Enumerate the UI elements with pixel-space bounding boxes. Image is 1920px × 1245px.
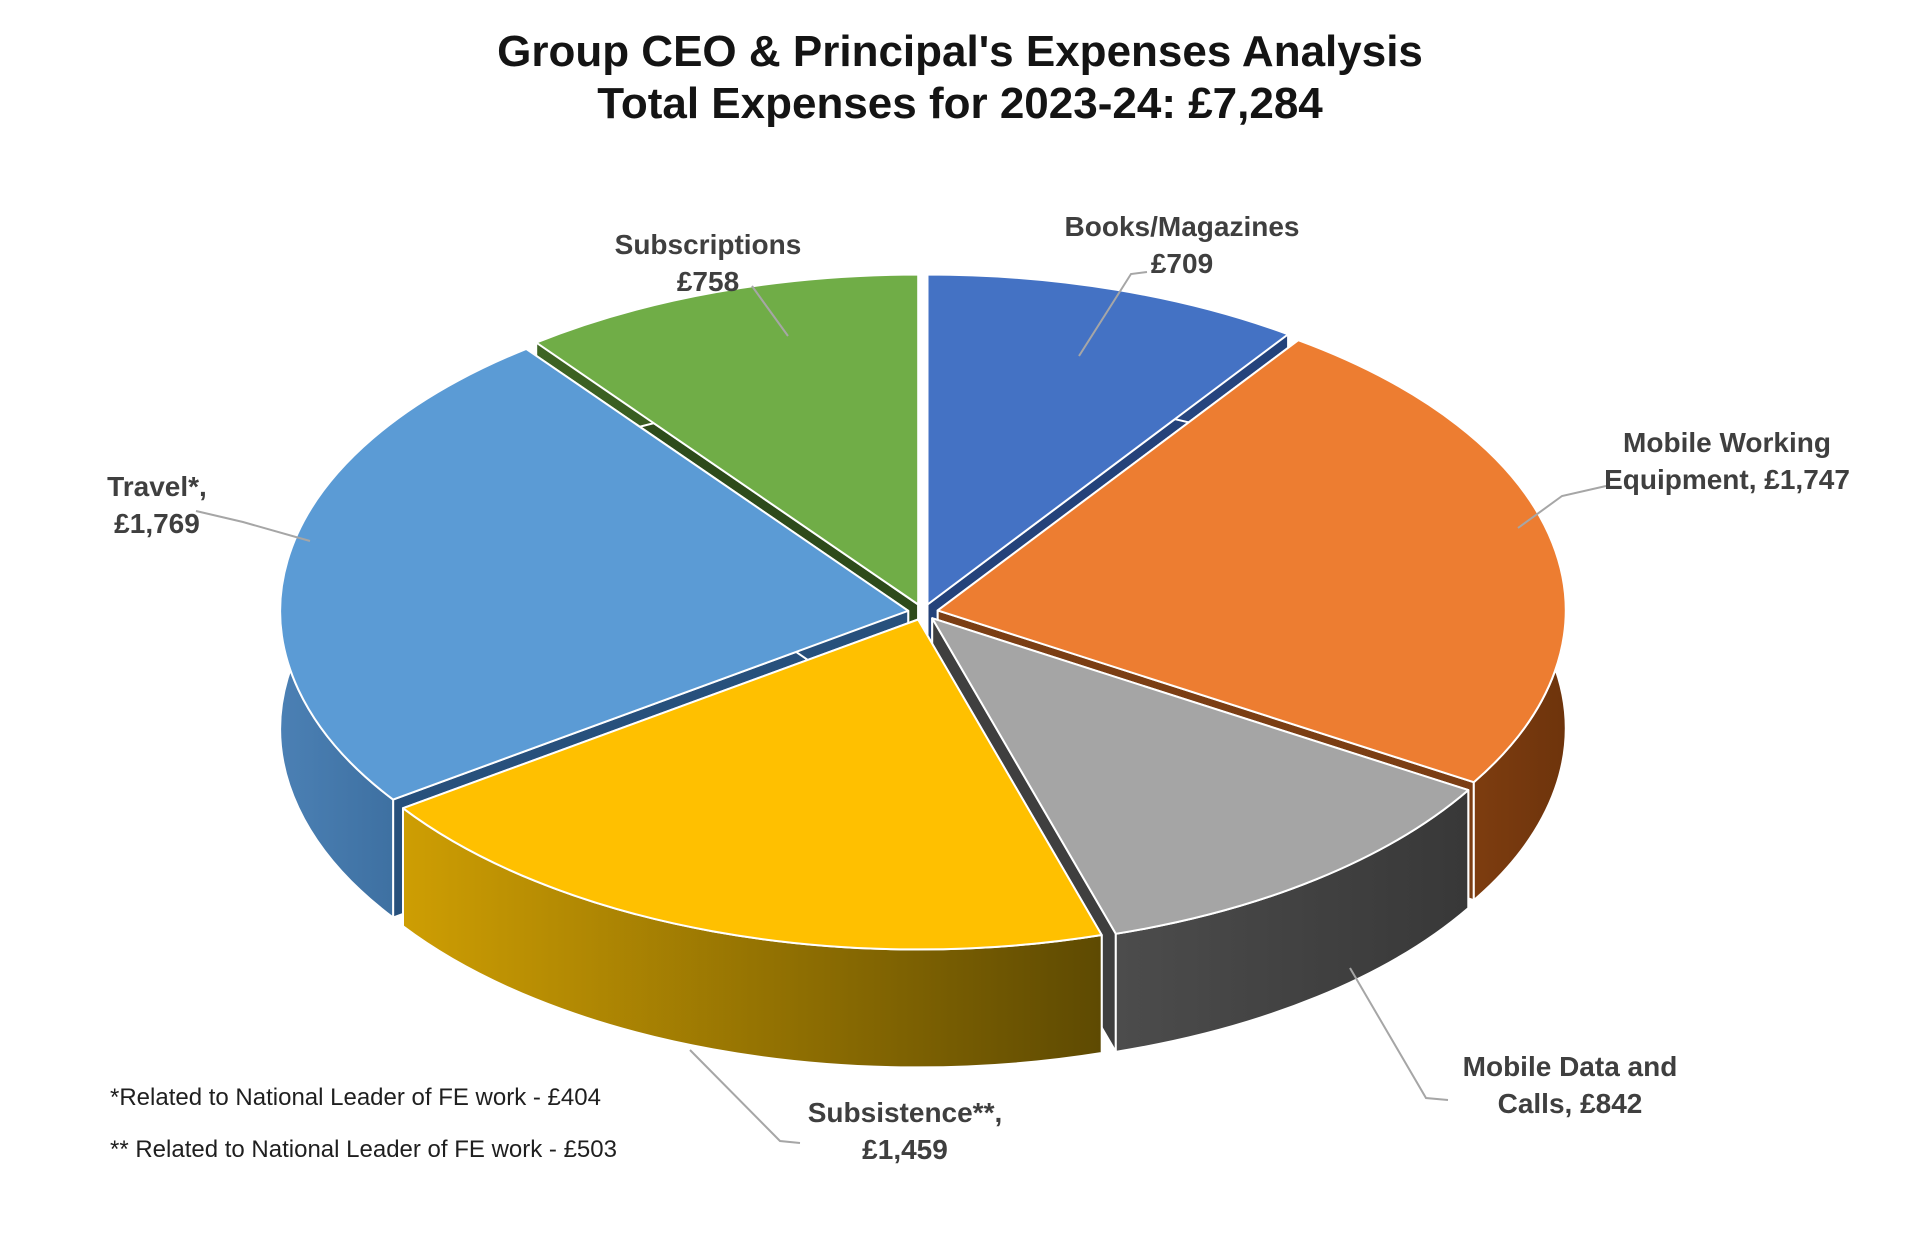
slice-label-books-magazines-line2: £709: [1150, 248, 1214, 279]
pie-slice-mobile-data-and-calls[interactable]: [931, 617, 1470, 935]
slice-label-subscriptions: Subscriptions £758: [615, 226, 802, 300]
footnote-2: ** Related to National Leader of FE work…: [110, 1136, 617, 1163]
slice-label-mobile-data-and-calls-line1: Mobile Data and: [1462, 1051, 1678, 1082]
slice-label-books-magazines: Books/Magazines £709: [1065, 208, 1300, 282]
leader-line-mobile-working-equipment: [1517, 485, 1607, 529]
slice-label-subscriptions-line2: £758: [676, 266, 740, 297]
slice-label-mobile-working-equipment: Mobile Working Equipment, £1,747: [1604, 424, 1850, 498]
pie-slice-subscriptions[interactable]: [535, 273, 920, 606]
slice-label-travel: Travel*, £1,769: [107, 468, 207, 542]
leader-line-subsistence: [689, 1049, 801, 1144]
slice-label-books-magazines-line1: Books/Magazines: [1064, 211, 1300, 242]
leader-line-mobile-data-and-calls: [1349, 967, 1449, 1101]
slice-label-subsistence: Subsistence**, £1,459: [808, 1094, 1003, 1168]
pie-slice-mobile-working-equipment[interactable]: [936, 339, 1567, 784]
pie-slice-travel[interactable]: [279, 347, 910, 801]
chart-title-line1: Group CEO & Principal's Expenses Analysi…: [497, 27, 1423, 76]
slice-label-subsistence-line2: £1,459: [862, 1134, 948, 1165]
slice-label-mobile-data-and-calls: Mobile Data and Calls, £842: [1463, 1048, 1678, 1122]
slice-label-mobile-working-equipment-line2: Equipment, £1,747: [1604, 464, 1850, 495]
pie-slice-books-magazines[interactable]: [926, 273, 1290, 606]
slice-label-mobile-working-equipment-line1: Mobile Working: [1623, 427, 1831, 458]
slice-label-subscriptions-line1: Subscriptions: [614, 229, 802, 260]
footnote-1: *Related to National Leader of FE work -…: [110, 1084, 601, 1111]
slice-label-travel-line2: £1,769: [114, 508, 200, 539]
slice-label-subsistence-line1: Subsistence**,: [807, 1097, 1003, 1128]
pie-slice-subsistence[interactable]: [402, 618, 1103, 951]
slice-label-travel-line1: Travel*,: [107, 471, 207, 502]
footnotes: *Related to National Leader of FE work -…: [110, 1084, 617, 1188]
slice-label-mobile-data-and-calls-line2: Calls, £842: [1497, 1088, 1643, 1119]
leader-line-travel: [195, 510, 311, 542]
chart-title-line2: Total Expenses for 2023-24: £7,284: [597, 79, 1323, 128]
leader-line-books-magazines: [1078, 271, 1148, 357]
leader-line-subscriptions: [751, 285, 789, 337]
chart-title: Group CEO & Principal's Expenses Analysi…: [0, 26, 1920, 130]
